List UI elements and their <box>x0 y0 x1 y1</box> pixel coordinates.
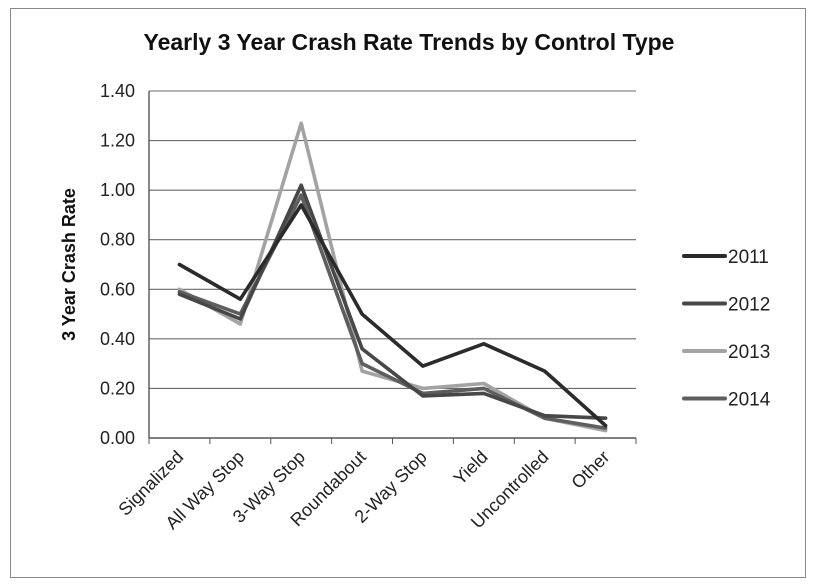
legend-label-2013: 2013 <box>728 342 770 363</box>
y-tick-label: 1.20 <box>100 131 135 151</box>
line-chart: 0.00 0.20 0.40 0.60 0.80 1.00 1.20 1.40 3 Year C… <box>59 81 771 533</box>
legend-label-2014: 2014 <box>728 390 771 411</box>
x-tick-label: Yield <box>450 447 492 489</box>
y-tick-label: 0.40 <box>100 329 135 349</box>
chart-frame: Yearly 3 Year Crash Rate Trends by Contr… <box>10 8 806 578</box>
y-tick-label: 1.40 <box>100 81 135 101</box>
series-line-2012 <box>177 183 608 421</box>
y-tick-label: 0.80 <box>100 230 135 250</box>
y-tick-label: 0.20 <box>100 378 135 398</box>
legend-label-2011: 2011 <box>728 247 769 268</box>
y-tick-label: 1.00 <box>100 180 135 200</box>
series-line-2011 <box>177 203 608 428</box>
series-line-2013 <box>177 121 608 433</box>
chart-title: Yearly 3 Year Crash Rate Trends by Contr… <box>143 29 675 55</box>
y-tick-label: 0.00 <box>100 428 135 448</box>
legend-label-2012: 2012 <box>728 295 770 316</box>
y-axis-title: 3 Year Crash Rate <box>59 188 79 341</box>
x-tick-label: Other <box>567 447 613 493</box>
y-tick-label: 0.60 <box>100 279 135 299</box>
